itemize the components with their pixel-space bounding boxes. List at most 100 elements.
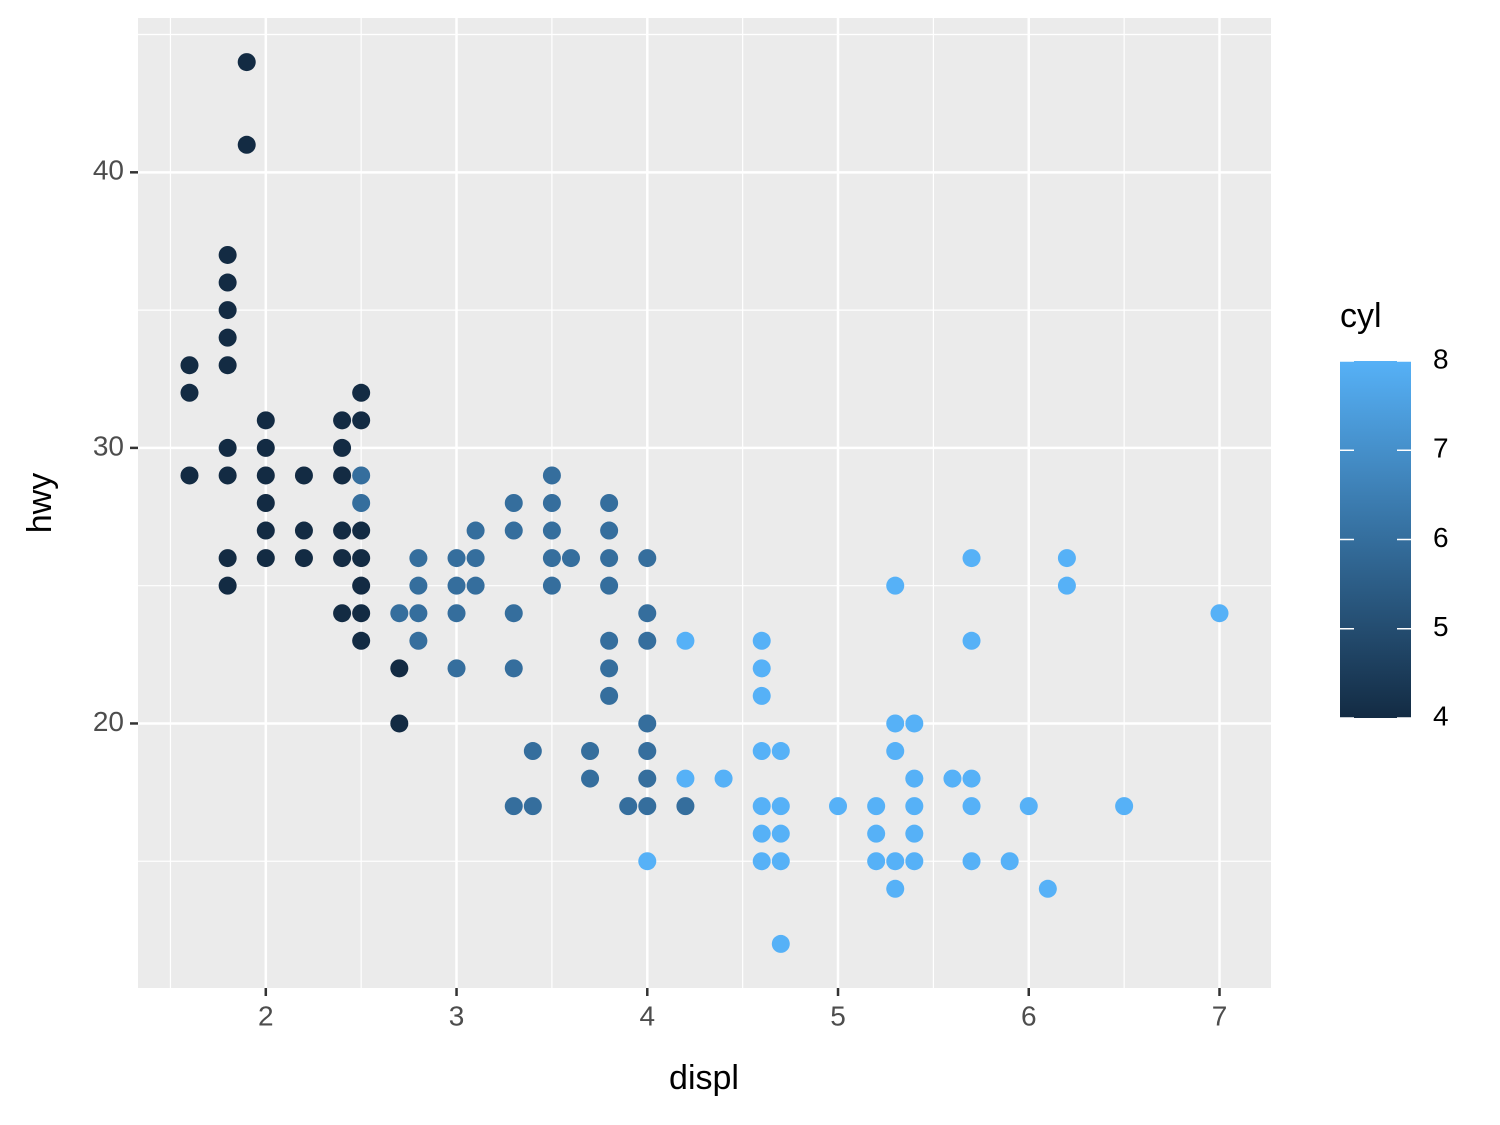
- point: [466, 521, 485, 540]
- x-tick-label: 4: [639, 1000, 655, 1031]
- point: [523, 797, 542, 816]
- point: [886, 742, 905, 761]
- legend-label: 6: [1433, 522, 1449, 553]
- point: [447, 659, 466, 678]
- point: [390, 604, 409, 623]
- point: [771, 852, 790, 871]
- point: [561, 549, 580, 568]
- point: [638, 769, 657, 788]
- x-tick-label: 5: [830, 1000, 846, 1031]
- point: [1115, 797, 1134, 816]
- point: [600, 686, 619, 705]
- point: [447, 576, 466, 595]
- point: [180, 356, 199, 375]
- point: [1000, 852, 1019, 871]
- point: [409, 631, 428, 650]
- point: [638, 631, 657, 650]
- point: [390, 659, 409, 678]
- point: [886, 576, 905, 595]
- panel: [138, 18, 1271, 988]
- point: [352, 549, 371, 568]
- point: [905, 714, 924, 733]
- point: [409, 549, 428, 568]
- point: [962, 549, 981, 568]
- x-tick-label: 7: [1212, 1000, 1228, 1031]
- point: [943, 769, 962, 788]
- point: [542, 521, 561, 540]
- point: [600, 631, 619, 650]
- point: [905, 769, 924, 788]
- point: [867, 824, 886, 843]
- point: [638, 742, 657, 761]
- point: [867, 797, 886, 816]
- point: [905, 797, 924, 816]
- point: [867, 852, 886, 871]
- y-tick-label: 40: [93, 155, 124, 186]
- point: [218, 356, 237, 375]
- point: [180, 383, 199, 402]
- point: [1057, 549, 1076, 568]
- point: [638, 604, 657, 623]
- point: [542, 494, 561, 512]
- point: [771, 797, 790, 816]
- y-axis-title: hwy: [21, 473, 59, 533]
- point: [962, 769, 981, 788]
- point: [256, 438, 275, 457]
- point: [771, 824, 790, 843]
- point: [218, 549, 237, 568]
- point: [218, 466, 237, 485]
- x-tick-label: 3: [449, 1000, 465, 1031]
- x-axis-title: displ: [669, 1059, 739, 1097]
- point: [352, 576, 371, 595]
- point: [581, 742, 600, 761]
- point: [752, 631, 771, 650]
- point: [752, 797, 771, 816]
- point: [829, 797, 848, 816]
- point: [333, 604, 352, 623]
- point: [523, 742, 542, 761]
- point: [752, 742, 771, 761]
- point: [752, 659, 771, 678]
- point: [409, 576, 428, 595]
- point: [218, 576, 237, 595]
- grid: [138, 18, 1271, 988]
- point: [600, 659, 619, 678]
- point: [504, 604, 523, 623]
- point: [237, 53, 256, 72]
- point: [600, 494, 619, 512]
- point: [180, 466, 199, 485]
- point: [504, 521, 523, 540]
- point: [256, 521, 275, 540]
- point: [218, 301, 237, 320]
- point: [294, 466, 313, 485]
- point: [352, 411, 371, 430]
- legend-label: 7: [1433, 433, 1449, 464]
- legend-label: 8: [1433, 343, 1449, 374]
- point: [886, 714, 905, 733]
- point: [447, 604, 466, 623]
- point: [504, 494, 523, 512]
- point: [333, 549, 352, 568]
- point: [352, 631, 371, 650]
- point: [1038, 879, 1057, 898]
- x-tick-label: 2: [258, 1000, 274, 1031]
- point: [714, 769, 733, 788]
- point: [504, 797, 523, 816]
- point: [676, 797, 695, 816]
- point: [600, 576, 619, 595]
- point: [962, 852, 981, 871]
- point: [638, 549, 657, 568]
- legend-label: 4: [1433, 700, 1449, 731]
- point: [600, 521, 619, 540]
- point: [676, 631, 695, 650]
- point: [218, 328, 237, 347]
- point: [771, 934, 790, 953]
- point: [333, 411, 352, 430]
- point: [333, 466, 352, 485]
- point: [333, 521, 352, 540]
- point: [218, 273, 237, 292]
- point: [333, 438, 352, 457]
- point: [256, 411, 275, 430]
- point: [294, 521, 313, 540]
